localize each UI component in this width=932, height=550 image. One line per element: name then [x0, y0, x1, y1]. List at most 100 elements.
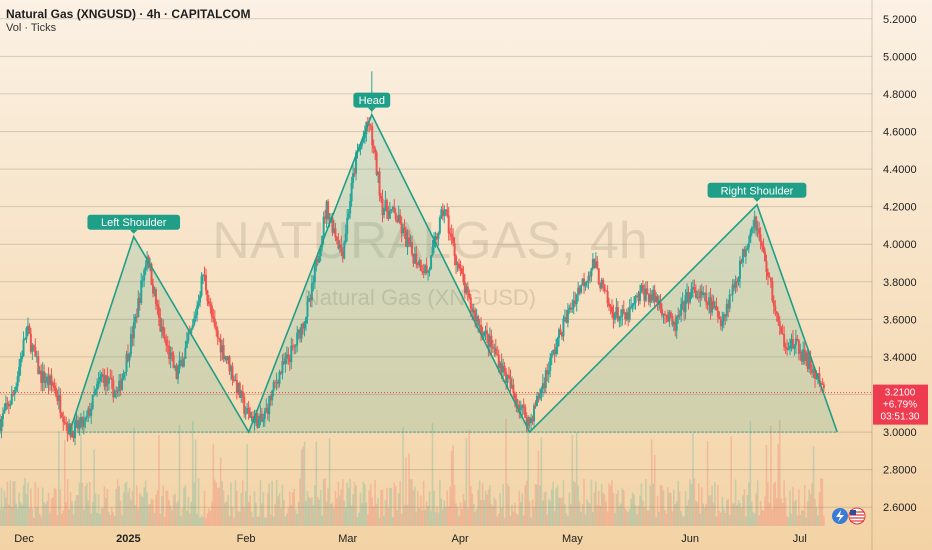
candle-body[interactable] [316, 259, 319, 263]
candle-body[interactable] [259, 413, 262, 418]
candle-body[interactable] [709, 297, 712, 313]
candle-body[interactable] [659, 300, 662, 310]
candle-body[interactable] [207, 301, 210, 305]
candle-body[interactable] [471, 308, 474, 313]
candle-body[interactable] [263, 411, 266, 419]
candle-body[interactable] [265, 407, 268, 412]
candle-body[interactable] [300, 323, 303, 339]
candle-body[interactable] [655, 296, 658, 302]
candle-body[interactable] [185, 341, 188, 348]
candle-body[interactable] [500, 362, 503, 373]
candle-body[interactable] [119, 380, 122, 390]
candle-body[interactable] [403, 227, 406, 231]
candle-body[interactable] [611, 307, 614, 313]
candle-body[interactable] [583, 278, 586, 287]
candle-body[interactable] [474, 309, 477, 322]
candle-body[interactable] [394, 212, 397, 220]
candle-body[interactable] [472, 309, 475, 313]
candle-body[interactable] [334, 228, 337, 238]
candle-body[interactable] [46, 376, 49, 382]
candle-body[interactable] [556, 338, 559, 348]
candlestick-series[interactable] [0, 71, 825, 446]
candle-body[interactable] [256, 413, 259, 428]
candle-body[interactable] [424, 265, 427, 274]
candle-body[interactable] [228, 356, 231, 372]
candle-body[interactable] [44, 381, 47, 383]
candle-body[interactable] [318, 255, 321, 263]
candle-body[interactable] [821, 383, 824, 385]
candle-body[interactable] [483, 331, 486, 337]
candle-body[interactable] [324, 216, 327, 219]
candle-body[interactable] [662, 313, 665, 316]
candle-body[interactable] [144, 266, 147, 271]
candle-body[interactable] [360, 141, 363, 147]
candle-body[interactable] [696, 297, 699, 299]
candle-body[interactable] [418, 260, 421, 265]
candle-body[interactable] [380, 195, 383, 199]
candle-body[interactable] [319, 247, 322, 256]
candle-body[interactable] [421, 270, 424, 272]
candle-body[interactable] [209, 304, 212, 306]
candle-body[interactable] [62, 417, 65, 422]
candle-body[interactable] [494, 348, 497, 355]
candle-body[interactable] [568, 307, 571, 310]
candle-body[interactable] [312, 281, 315, 284]
candle-body[interactable] [559, 329, 562, 334]
candle-body[interactable] [640, 285, 643, 292]
candle-body[interactable] [309, 297, 312, 301]
candle-body[interactable] [600, 279, 603, 289]
candle-body[interactable] [480, 324, 483, 335]
pattern-line[interactable] [68, 112, 838, 434]
candle-body[interactable] [359, 146, 362, 150]
candle-body[interactable] [766, 271, 769, 277]
candle-body[interactable] [677, 314, 680, 318]
candle-body[interactable] [581, 278, 584, 286]
candle-body[interactable] [24, 338, 27, 340]
candle-body[interactable] [674, 322, 677, 331]
candle-body[interactable] [641, 285, 644, 290]
candle-body[interactable] [153, 289, 156, 294]
candle-body[interactable] [284, 358, 287, 364]
candle-body[interactable] [49, 375, 52, 385]
candle-body[interactable] [51, 382, 54, 386]
candle-body[interactable] [543, 383, 546, 388]
candle-body[interactable] [527, 417, 530, 426]
candle-body[interactable] [505, 371, 508, 384]
candle-body[interactable] [25, 327, 28, 339]
candle-body[interactable] [410, 241, 413, 254]
candle-body[interactable] [734, 281, 737, 288]
candle-body[interactable] [118, 380, 121, 392]
candle-body[interactable] [759, 234, 762, 243]
candle-body[interactable] [502, 365, 505, 373]
candle-body[interactable] [562, 318, 565, 337]
candle-body[interactable] [215, 326, 218, 331]
candle-body[interactable] [160, 326, 163, 332]
candle-body[interactable] [352, 173, 355, 184]
candle-body[interactable] [387, 211, 390, 219]
candle-body[interactable] [124, 371, 127, 373]
candle-body[interactable] [450, 233, 453, 237]
candle-body[interactable] [438, 217, 441, 234]
candle-body[interactable] [21, 355, 24, 359]
candle-body[interactable] [277, 381, 280, 384]
candle-body[interactable] [691, 287, 694, 289]
candle-body[interactable] [434, 236, 437, 240]
candle-body[interactable] [513, 392, 516, 399]
candle-body[interactable] [778, 321, 781, 327]
candle-body[interactable] [96, 383, 99, 390]
candle-body[interactable] [793, 345, 796, 349]
candle-body[interactable] [621, 309, 624, 317]
candle-body[interactable] [362, 138, 365, 142]
candle-body[interactable] [789, 345, 792, 349]
candle-body[interactable] [814, 369, 817, 379]
candle-body[interactable] [229, 366, 232, 372]
candle-body[interactable] [10, 394, 13, 405]
candle-body[interactable] [428, 268, 431, 271]
candle-body[interactable] [549, 357, 552, 371]
candle-body[interactable] [37, 356, 40, 375]
candle-body[interactable] [81, 417, 84, 427]
candle-body[interactable] [524, 406, 527, 418]
candle-body[interactable] [9, 404, 12, 407]
candle-body[interactable] [627, 312, 630, 320]
candle-body[interactable] [618, 317, 621, 321]
